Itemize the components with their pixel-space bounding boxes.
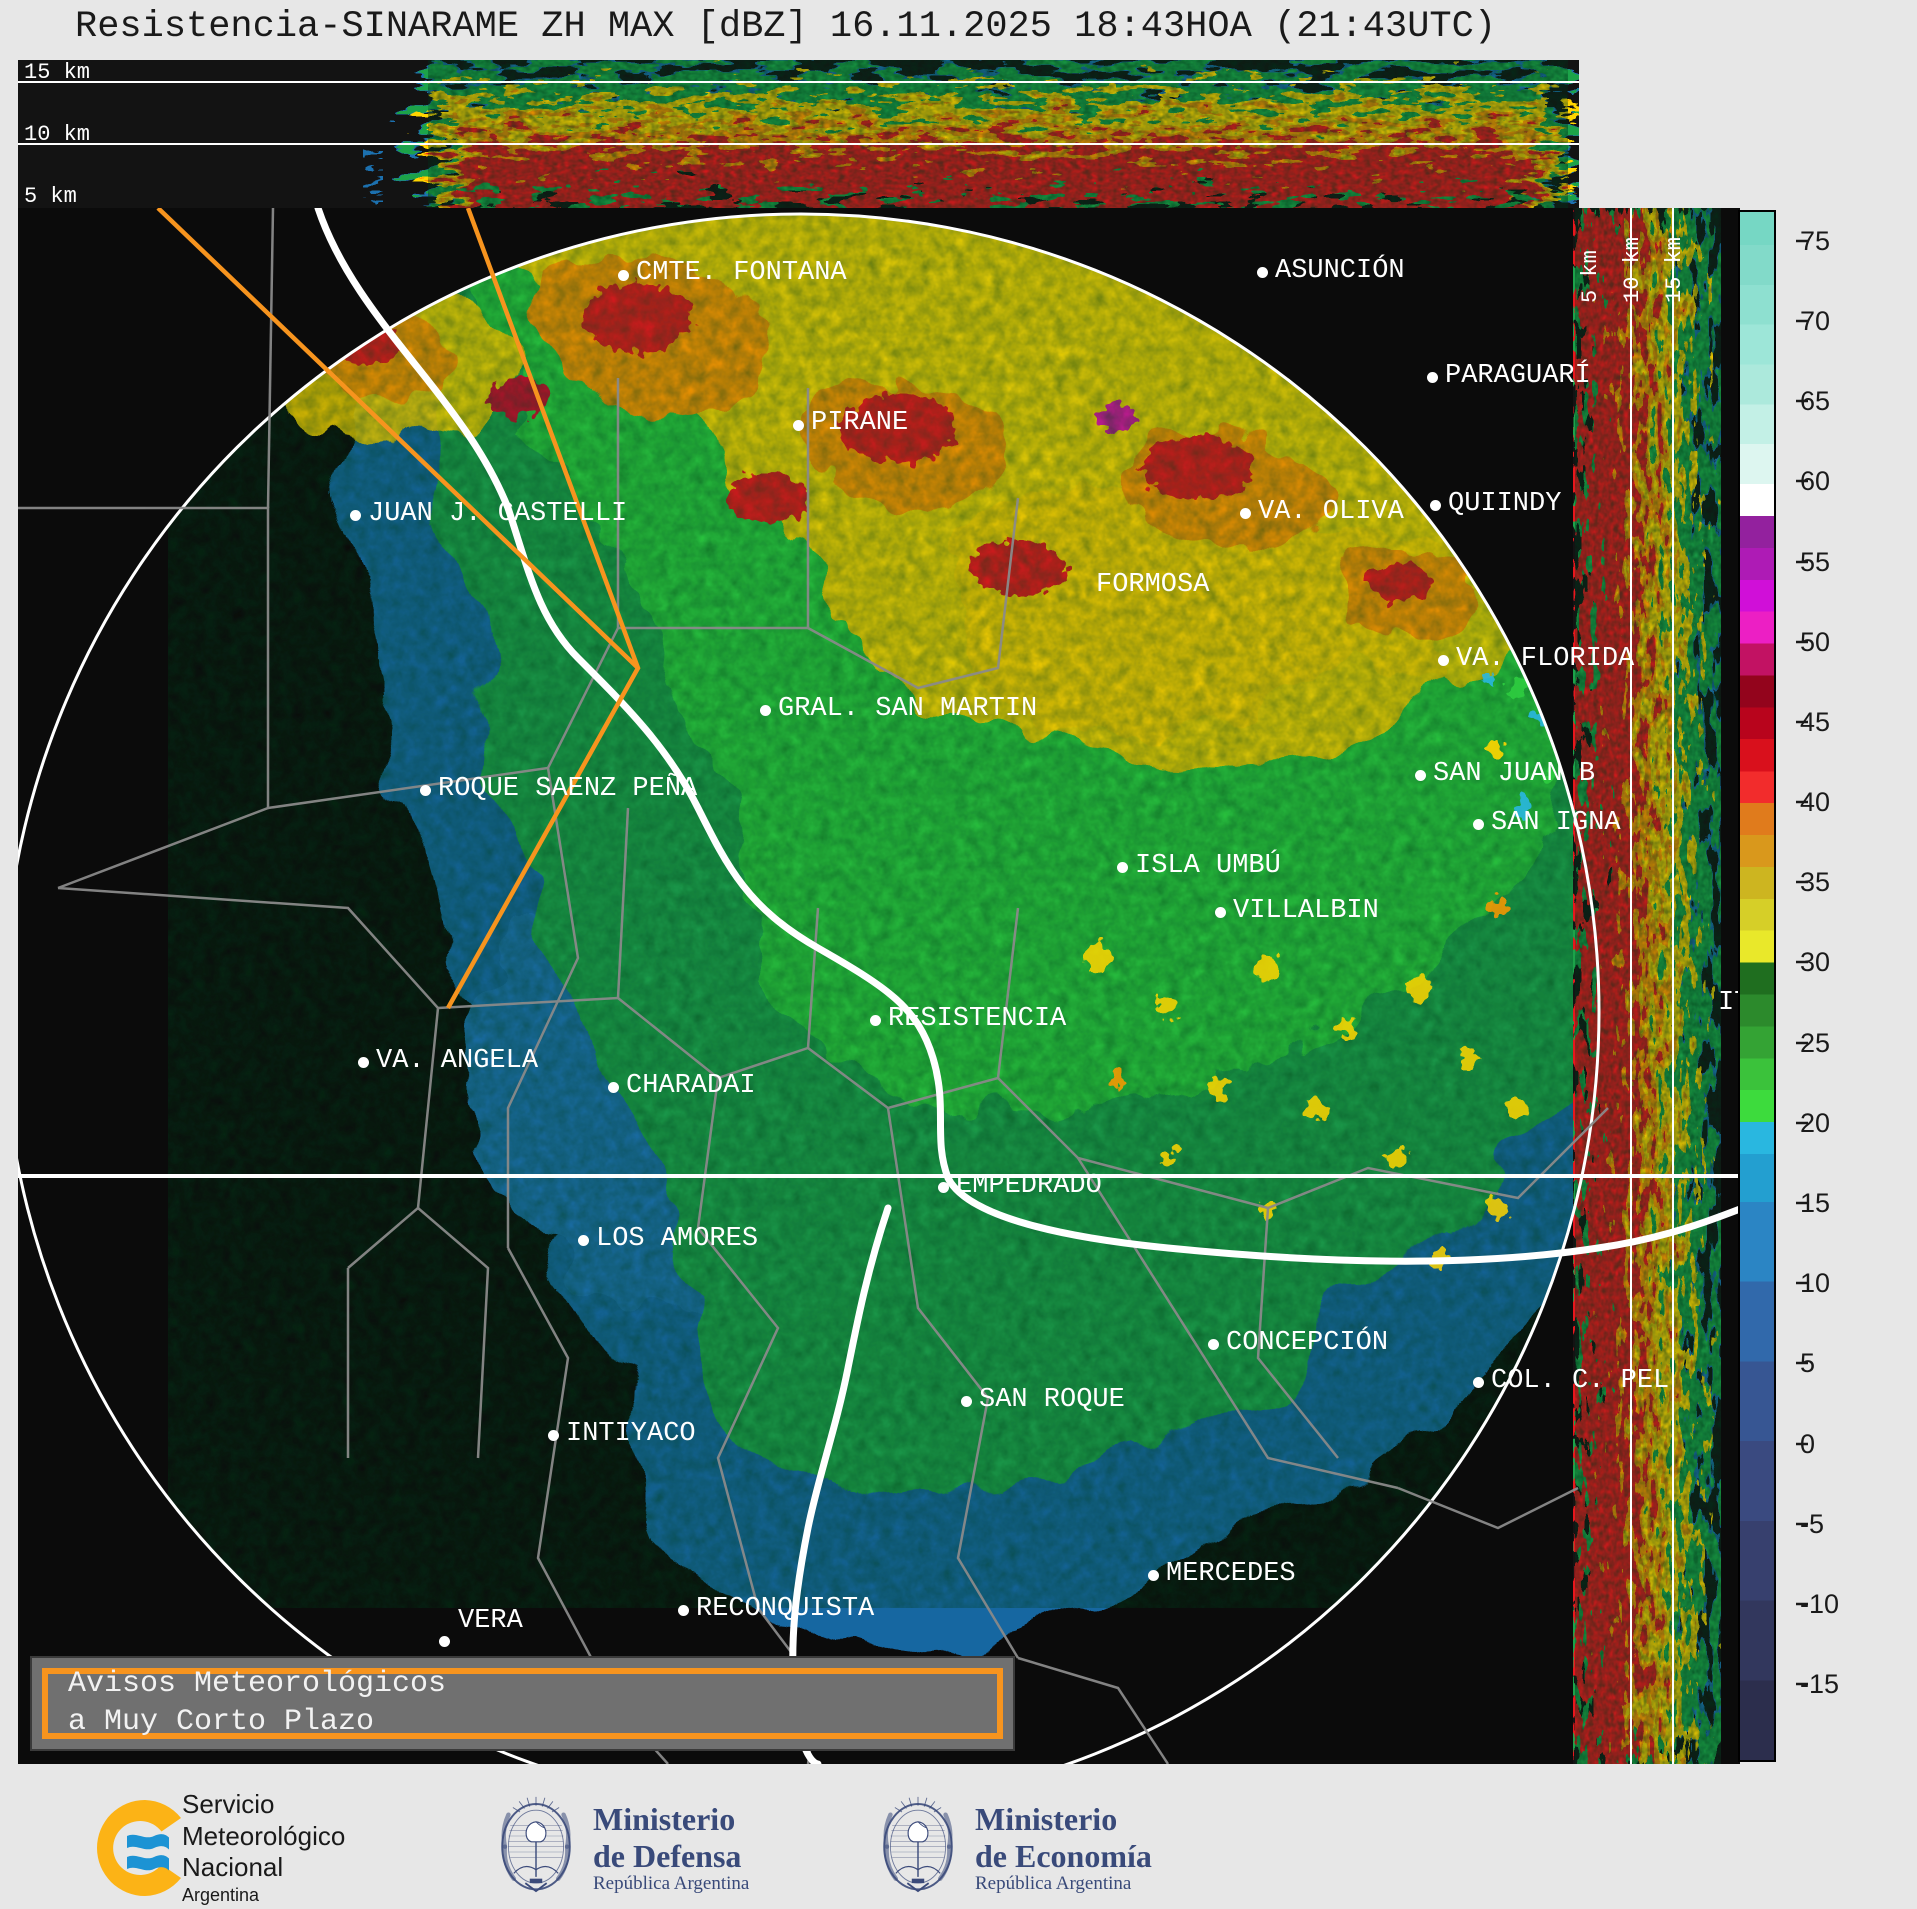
svg-text:5 km: 5 km <box>24 184 77 208</box>
svg-text:5 km: 5 km <box>1578 250 1603 303</box>
svg-text:10 km: 10 km <box>24 122 90 147</box>
svg-text:15 km: 15 km <box>1662 237 1687 303</box>
svg-text:10 km: 10 km <box>1620 237 1645 303</box>
svg-text:15 km: 15 km <box>24 60 90 85</box>
